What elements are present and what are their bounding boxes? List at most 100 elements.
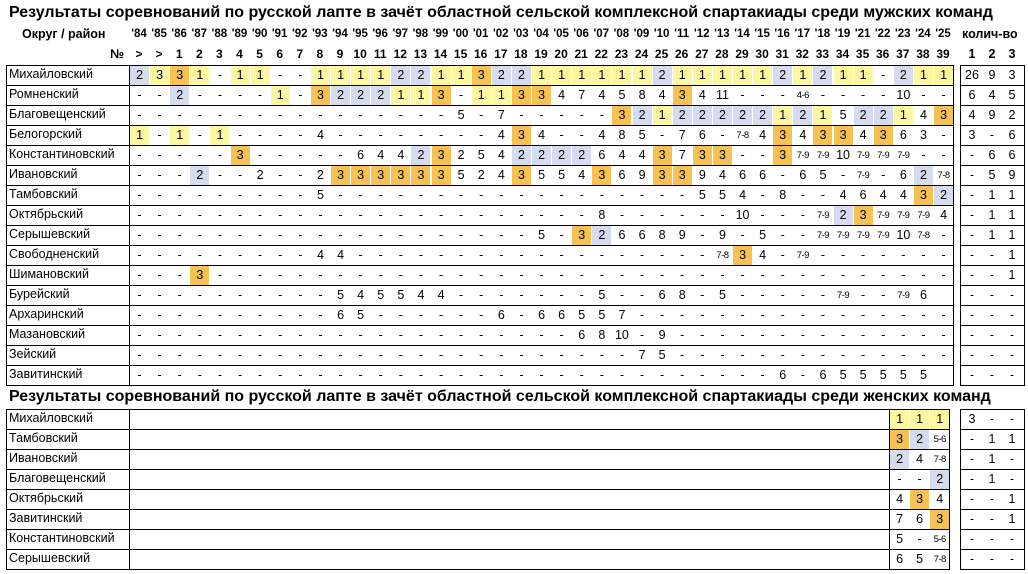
result-cell: 7-9 [857,170,870,181]
result-cell: 4 [658,88,666,102]
result-cell: 1 [712,66,732,85]
result-cell: - [278,108,283,122]
result-cell: 1 [652,106,672,125]
quantity-cell: 4 [968,108,976,122]
result-cell: - [499,188,504,202]
result-cell: - [519,288,524,302]
quantity-cell: - [989,412,995,426]
result-cell: - [780,88,785,102]
result-cell: 1 [813,106,833,125]
number-label: 19 [534,47,548,61]
result-cell: 3 [230,146,250,165]
result-cell: 5 [477,148,485,162]
result-cell: - [459,228,464,242]
grid-line [1024,65,1025,386]
quantity-cell: - [969,552,975,566]
result-cell: - [881,348,886,362]
result-cell: 1 [930,410,950,429]
result-cell: - [358,268,363,282]
quantity-cell: - [989,288,995,302]
result-cell: 10 [836,148,850,162]
result-cell: - [479,248,484,262]
result-cell: 6 [658,288,666,302]
result-cell: - [519,368,524,382]
result-cell: - [760,188,765,202]
number-label: 39 [936,47,950,61]
result-cell: - [479,128,484,142]
quantity-col-label: 3 [1008,47,1016,61]
result-cell: - [539,328,544,342]
result-cell: - [917,532,922,546]
result-cell: - [700,308,705,322]
result-cell: 3 [511,126,531,145]
result-cell: - [619,368,625,382]
result-cell: - [398,348,403,362]
year-label: '15 [754,28,770,40]
result-cell: 3 [572,226,592,245]
result-cell: 2 [457,148,465,162]
result-cell: - [378,348,383,362]
year-label: '02 [493,28,509,40]
result-cell: - [318,288,323,302]
result-cell: 6 [618,228,626,242]
grid-line [6,365,954,366]
result-cell: 3 [733,246,753,265]
result-cell: 6 [799,168,807,182]
result-cell: 2 [913,166,933,185]
result-cell: - [258,128,263,142]
result-cell: - [298,328,303,342]
quantity-cell: - [1009,368,1015,382]
grid-line [6,449,949,450]
result-cell: 4-6 [796,90,810,101]
result-cell: - [760,348,765,362]
result-cell: 5 [397,288,405,302]
result-cell: - [459,328,464,342]
men-table-title: Результаты соревнований по русской лапте… [9,4,993,21]
quantity-cell: - [1009,472,1015,486]
number-label: 12 [393,47,407,61]
result-cell: 5 [839,368,847,382]
women-table-title: Результаты соревнований по русской лапте… [9,388,991,405]
result-cell: - [660,368,665,382]
team-name: Архаринский [9,307,84,321]
result-cell: - [881,268,886,282]
quantity-cell: 1 [1008,228,1016,242]
result-cell: - [499,208,504,222]
result-cell: 6 [618,168,626,182]
result-cell: - [901,308,906,322]
quantity-header: колич-во [962,27,1018,41]
quantity-cell: 1 [988,188,996,202]
grid-line [6,185,954,186]
result-cell: - [438,268,444,282]
result-cell: 3 [532,86,552,105]
result-cell: - [237,88,243,102]
result-cell: - [519,348,524,362]
result-cell: - [237,228,243,242]
result-cell: - [318,148,323,162]
result-cell: 2 [316,168,324,182]
quantity-cell: - [969,308,975,322]
quantity-cell: 6 [1008,128,1016,142]
result-cell: - [157,288,162,302]
result-cell: - [921,328,926,342]
grid-line [6,205,954,206]
year-label: '24 [915,28,931,40]
number-label: 6 [276,47,284,61]
quantity-cell: - [1009,328,1015,342]
result-cell: - [338,188,343,202]
result-cell: 1 [391,86,411,105]
result-cell: 5 [658,348,666,362]
number-label: 37 [896,47,910,61]
year-label: '12 [694,28,710,40]
number-label: > [155,47,163,61]
result-cell: - [358,208,363,222]
result-cell: - [800,288,805,302]
result-cell: 1 [230,66,250,85]
result-cell: - [680,208,685,222]
grid-line [6,85,954,86]
result-cell: 5 [879,368,887,382]
result-cell: - [539,248,544,262]
result-cell: 2 [833,206,853,225]
result-cell: - [358,228,363,242]
result-cell: 1 [793,66,813,85]
